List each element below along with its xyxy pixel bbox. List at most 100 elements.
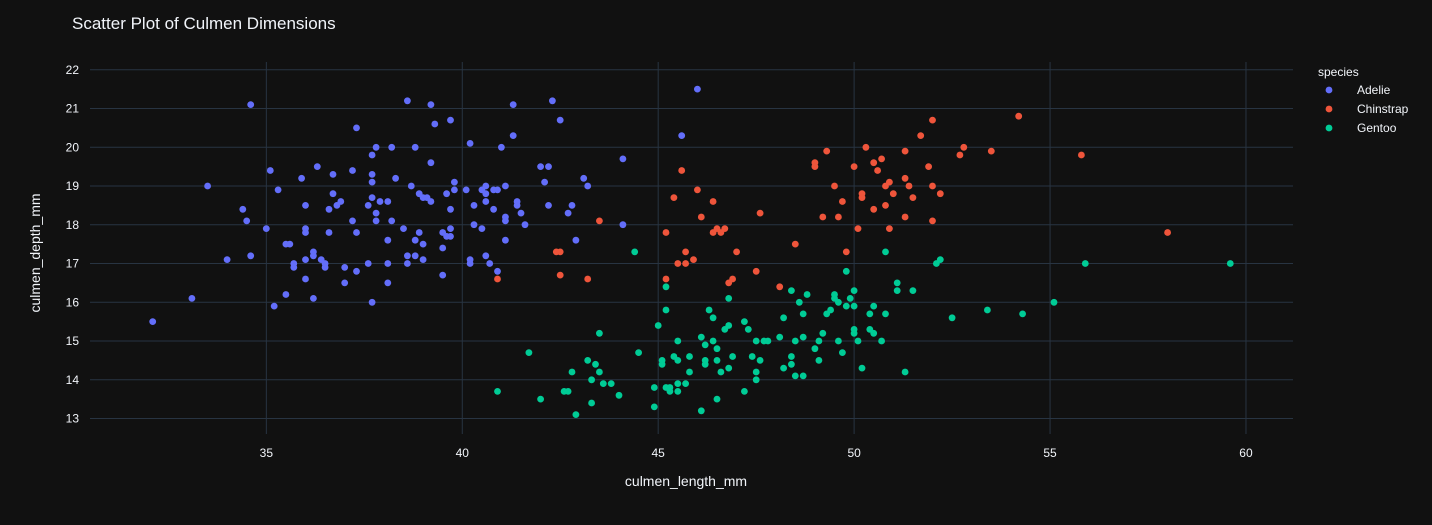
data-point-chinstrap[interactable] (662, 275, 670, 283)
data-point-adelie[interactable] (368, 151, 376, 159)
data-point-gentoo[interactable] (686, 353, 693, 360)
data-point-adelie[interactable] (419, 240, 427, 248)
data-point-gentoo[interactable] (788, 287, 795, 294)
data-point-gentoo[interactable] (741, 318, 748, 325)
data-point-chinstrap[interactable] (670, 194, 678, 202)
data-point-adelie[interactable] (502, 213, 509, 221)
data-point-gentoo[interactable] (1019, 310, 1026, 318)
data-point-gentoo[interactable] (662, 283, 670, 291)
data-point-adelie[interactable] (247, 252, 255, 260)
data-point-adelie[interactable] (482, 190, 490, 198)
data-point-adelie[interactable] (349, 217, 356, 225)
data-point-chinstrap[interactable] (752, 267, 760, 275)
data-point-chinstrap[interactable] (901, 147, 909, 155)
data-point-gentoo[interactable] (846, 295, 854, 302)
data-point-chinstrap[interactable] (1078, 151, 1085, 159)
data-point-gentoo[interactable] (893, 279, 901, 287)
data-point-gentoo[interactable] (674, 388, 682, 395)
legend-label-gentoo[interactable]: Gentoo (1357, 121, 1397, 135)
data-point-adelie[interactable] (321, 260, 329, 267)
data-point-adelie[interactable] (568, 202, 576, 209)
data-point-gentoo[interactable] (799, 372, 807, 380)
data-point-gentoo[interactable] (717, 368, 725, 376)
data-point-adelie[interactable] (545, 163, 552, 171)
data-point-gentoo[interactable] (674, 357, 682, 364)
data-point-gentoo[interactable] (572, 411, 580, 418)
data-point-chinstrap[interactable] (697, 213, 705, 221)
data-point-chinstrap[interactable] (835, 213, 842, 221)
data-point-gentoo[interactable] (701, 360, 709, 368)
data-point-gentoo[interactable] (858, 364, 866, 372)
data-point-gentoo[interactable] (744, 326, 752, 333)
data-point-adelie[interactable] (462, 186, 470, 194)
data-point-gentoo[interactable] (494, 388, 501, 395)
data-point-gentoo[interactable] (776, 333, 784, 341)
data-point-gentoo[interactable] (635, 349, 642, 356)
data-point-chinstrap[interactable] (831, 182, 838, 190)
data-point-gentoo[interactable] (835, 298, 842, 306)
data-point-adelie[interactable] (498, 143, 505, 151)
data-point-gentoo[interactable] (799, 310, 807, 318)
data-point-adelie[interactable] (392, 174, 399, 182)
data-point-gentoo[interactable] (748, 353, 756, 360)
data-point-adelie[interactable] (447, 116, 454, 124)
data-point-chinstrap[interactable] (756, 209, 764, 217)
data-point-gentoo[interactable] (537, 395, 544, 403)
legend-marker-gentoo[interactable] (1325, 124, 1333, 132)
data-point-adelie[interactable] (376, 198, 384, 205)
data-point-chinstrap[interactable] (596, 217, 603, 225)
data-point-adelie[interactable] (313, 163, 321, 171)
data-point-gentoo[interactable] (901, 368, 909, 376)
data-point-gentoo[interactable] (795, 298, 803, 306)
data-point-chinstrap[interactable] (721, 225, 729, 233)
data-point-gentoo[interactable] (815, 337, 823, 345)
data-point-gentoo[interactable] (850, 287, 858, 294)
data-point-adelie[interactable] (329, 190, 337, 198)
data-point-chinstrap[interactable] (494, 275, 501, 283)
data-point-chinstrap[interactable] (917, 132, 925, 140)
data-point-chinstrap[interactable] (929, 182, 936, 190)
data-point-chinstrap[interactable] (733, 248, 740, 256)
data-point-adelie[interactable] (325, 229, 333, 236)
data-point-gentoo[interactable] (788, 360, 795, 368)
data-point-gentoo[interactable] (788, 353, 795, 360)
data-point-adelie[interactable] (415, 229, 423, 236)
data-point-adelie[interactable] (290, 260, 298, 267)
data-point-gentoo[interactable] (803, 291, 811, 298)
data-point-chinstrap[interactable] (729, 275, 736, 283)
data-point-gentoo[interactable] (882, 248, 889, 256)
data-point-gentoo[interactable] (658, 360, 666, 368)
data-point-adelie[interactable] (310, 252, 317, 260)
data-point-gentoo[interactable] (697, 333, 705, 341)
data-point-chinstrap[interactable] (858, 194, 866, 202)
data-point-gentoo[interactable] (682, 380, 689, 387)
data-point-adelie[interactable] (564, 209, 572, 217)
data-point-adelie[interactable] (502, 236, 509, 244)
data-point-adelie[interactable] (447, 233, 454, 240)
data-point-adelie[interactable] (286, 240, 294, 248)
data-point-gentoo[interactable] (815, 357, 823, 364)
data-point-adelie[interactable] (384, 279, 392, 287)
data-point-adelie[interactable] (353, 124, 360, 132)
data-point-gentoo[interactable] (674, 337, 682, 345)
data-point-chinstrap[interactable] (987, 147, 995, 155)
data-point-gentoo[interactable] (713, 395, 721, 403)
data-point-gentoo[interactable] (791, 372, 799, 380)
data-point-chinstrap[interactable] (909, 194, 917, 202)
data-point-adelie[interactable] (482, 252, 490, 260)
data-point-adelie[interactable] (411, 236, 419, 244)
data-point-chinstrap[interactable] (819, 213, 827, 221)
data-point-chinstrap[interactable] (862, 143, 870, 151)
data-point-adelie[interactable] (509, 101, 517, 108)
data-point-adelie[interactable] (372, 217, 380, 225)
data-point-adelie[interactable] (310, 295, 317, 302)
data-point-adelie[interactable] (482, 182, 490, 190)
data-point-adelie[interactable] (619, 155, 627, 163)
data-point-adelie[interactable] (404, 97, 411, 105)
data-point-adelie[interactable] (349, 167, 356, 174)
data-point-adelie[interactable] (270, 302, 278, 310)
data-point-chinstrap[interactable] (556, 248, 564, 256)
data-point-gentoo[interactable] (709, 337, 717, 345)
data-point-adelie[interactable] (384, 236, 392, 244)
data-point-gentoo[interactable] (827, 306, 834, 314)
